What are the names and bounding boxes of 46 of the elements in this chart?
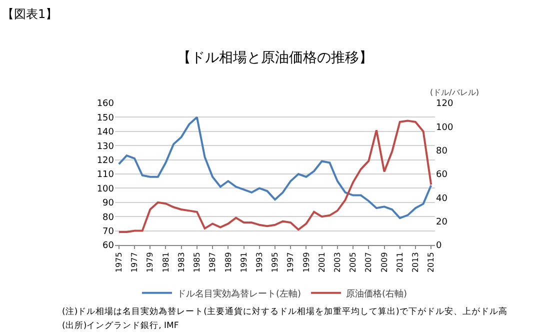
y-tick-label: 90 [102, 198, 114, 209]
x-tick-label: 1999 [302, 252, 311, 273]
y2-tick-label: 80 [436, 146, 448, 156]
y2-tick-label: 40 [436, 194, 448, 204]
x-tick-label: 1997 [286, 252, 296, 273]
x-tick-label: 1985 [192, 252, 202, 273]
text: 【図表1】 [2, 7, 58, 21]
legend-label: ドル名目実効為替レート(左軸) [177, 288, 302, 300]
x-tick-label: 2005 [348, 252, 358, 273]
y-tick-label: 100 [96, 184, 114, 194]
y2-tick-label: 60 [436, 170, 448, 180]
y2-axis-title: (ドル/バレル) [430, 88, 479, 97]
y-tick-label: 160 [96, 99, 114, 110]
x-tick-label: 2009 [380, 252, 389, 273]
text: (出所)イングランド銀行, IMF [62, 320, 179, 331]
x-tick-label: 2007 [364, 252, 374, 273]
x-tick-label: 2013 [411, 252, 420, 273]
text: (注)ドル相場は名目実効為替レート(主要通貨に対するドル相場を加重平均して算出)で下がドル安、上がドル高 [62, 306, 508, 317]
chart-title: 【ドル相場と原油価格の推移】 [177, 50, 373, 66]
x-tick-label: 2011 [395, 252, 404, 273]
x-tick-label: 1983 [176, 252, 186, 273]
x-tick-label: 1975 [114, 252, 124, 273]
y2-tick-label: 0 [436, 241, 442, 252]
x-tick-label: 1987 [208, 252, 218, 273]
x-tick-label: 1989 [224, 252, 233, 273]
y-tick-label: 110 [96, 170, 114, 180]
x-tick-label: 1977 [130, 252, 140, 273]
y-tick-label: 80 [102, 212, 114, 223]
y-tick-label: 130 [96, 142, 114, 152]
x-tick-label: 1993 [254, 252, 264, 273]
y-tick-label: 120 [96, 156, 114, 166]
x-tick-label: 1991 [239, 252, 248, 273]
x-tick-label: 1979 [146, 252, 155, 273]
y-tick-label: 60 [102, 241, 114, 252]
y2-tick-label: 100 [436, 122, 454, 133]
y2-tick-label: 20 [436, 217, 448, 228]
legend-label: 原油価格(右軸) [346, 288, 408, 300]
x-tick-label: 2015 [426, 252, 436, 273]
x-tick-label: 2003 [333, 252, 342, 273]
x-tick-label: 2001 [317, 252, 326, 273]
y-tick-label: 150 [96, 113, 114, 124]
y-tick-label: 70 [102, 226, 114, 237]
x-tick-label: 1995 [270, 252, 280, 273]
x-tick-label: 1981 [161, 252, 170, 273]
y2-tick-label: 120 [436, 99, 454, 110]
y-tick-label: 140 [96, 128, 114, 138]
